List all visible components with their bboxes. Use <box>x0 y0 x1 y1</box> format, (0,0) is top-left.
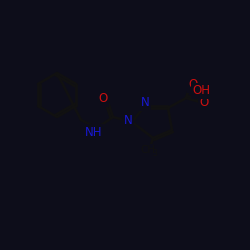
Text: N: N <box>124 114 132 126</box>
Text: O: O <box>188 78 198 92</box>
Text: OH: OH <box>192 84 210 98</box>
Text: NH: NH <box>85 126 103 138</box>
Text: O: O <box>98 92 108 106</box>
Text: N: N <box>140 96 149 110</box>
Text: O: O <box>200 96 208 108</box>
Text: 3: 3 <box>152 148 158 158</box>
Text: CH: CH <box>140 145 156 155</box>
